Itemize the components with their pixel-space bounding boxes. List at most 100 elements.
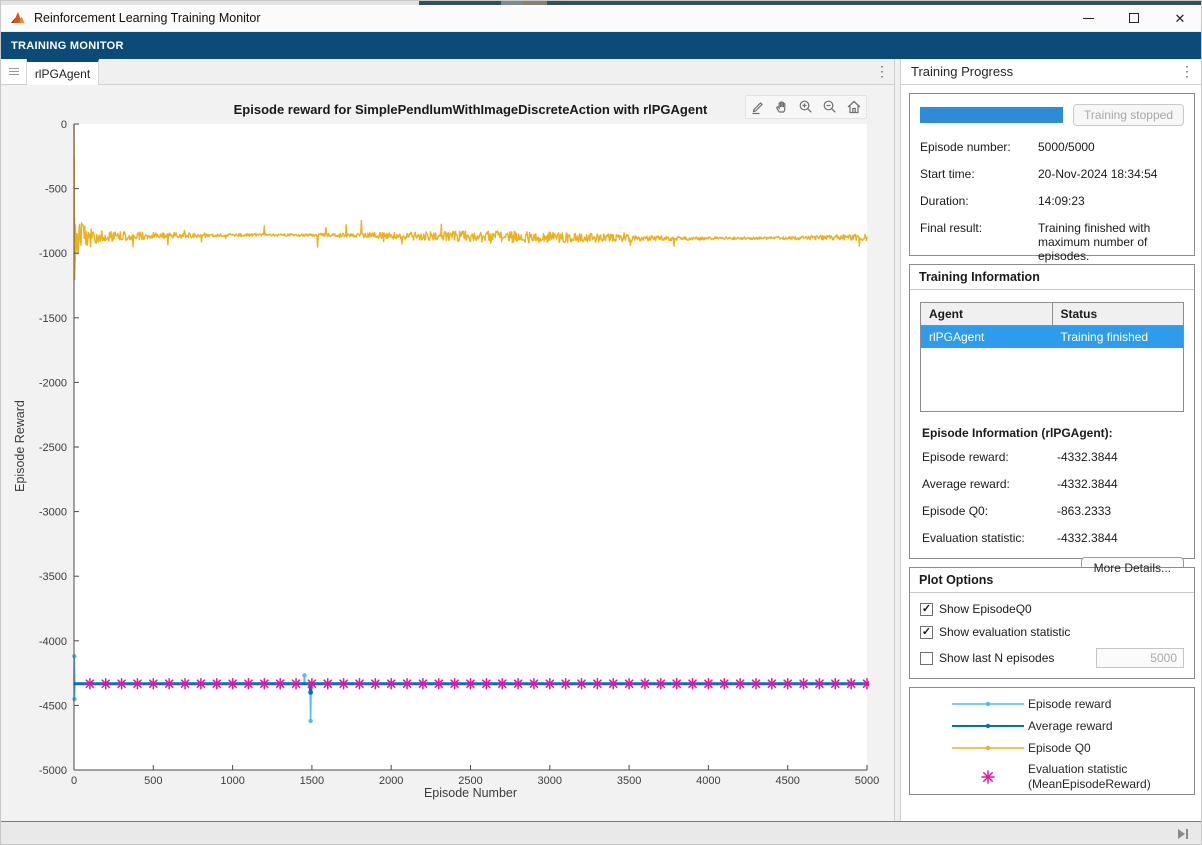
agent-cell: rlPGAgent (929, 330, 985, 344)
close-icon: ✕ (1174, 10, 1186, 26)
field-label: Final result: (920, 221, 983, 235)
n-episodes-input[interactable] (1096, 648, 1184, 668)
checkbox-label: Show evaluation statistic (939, 625, 1071, 639)
restore-view-icon[interactable] (844, 97, 864, 117)
chart-ylabel: Episode Reward (13, 400, 27, 492)
maximize-icon (1129, 13, 1139, 23)
maximize-button[interactable] (1111, 5, 1157, 31)
field-label: Start time: (920, 167, 975, 181)
evaluation-statistic-asterisk-icon (981, 770, 995, 784)
svg-text:-2000: -2000 (39, 377, 67, 389)
tab-overflow-menu-icon[interactable]: ⋮ (875, 63, 889, 79)
toolstrip: TRAINING MONITOR (1, 32, 1201, 59)
start-time-value: 20-Nov-2024 18:34:54 (1038, 167, 1158, 181)
episode-q0-value: -863.2333 (1057, 504, 1112, 518)
average-reward-line-icon (952, 723, 1024, 729)
chart-title: Episode reward for SimplePendlumWithImag… (233, 102, 708, 117)
progress-section: Training stopped Episode number: 5000/50… (909, 93, 1195, 263)
duration-value: 14:09:23 (1038, 194, 1085, 208)
checkbox-label: Show EpisodeQ0 (939, 602, 1032, 616)
plot-options-title: Plot Options (910, 568, 1194, 593)
chart-xlabel: Episode Number (423, 786, 518, 800)
field-label: Episode reward: (922, 450, 1009, 464)
more-details-button[interactable]: More Details... (1080, 557, 1184, 579)
svg-text:4500: 4500 (775, 775, 799, 787)
episode-q0-line-icon (952, 745, 1024, 751)
svg-text:0: 0 (61, 119, 67, 131)
svg-text:-2500: -2500 (39, 442, 67, 454)
training-stopped-button[interactable]: Training stopped (1073, 104, 1184, 126)
episode-number-value: 5000/5000 (1038, 140, 1095, 154)
chart-legend: Episode reward Average reward Episode Q0… (909, 687, 1195, 795)
agent-status-table: Agent Status rlPGAgent Training finished (920, 302, 1184, 412)
svg-text:-3500: -3500 (39, 571, 67, 583)
show-last-n-episodes-checkbox[interactable] (920, 651, 933, 665)
field-label: Average reward: (922, 477, 1010, 491)
axes-toolbar (745, 95, 867, 119)
tab-grip-handle[interactable] (1, 59, 27, 84)
field-label: Evaluation statistic: (922, 531, 1025, 545)
progress-fill (920, 107, 1064, 123)
close-button[interactable]: ✕ (1157, 5, 1201, 31)
toolstrip-tab-training-monitor[interactable]: TRAINING MONITOR (11, 39, 124, 52)
svg-text:1000: 1000 (220, 775, 244, 787)
svg-text:0: 0 (71, 775, 77, 787)
legend-item-average-reward: Average reward (948, 718, 1194, 734)
svg-text:1500: 1500 (300, 775, 324, 787)
expand-panel-icon[interactable] (1175, 827, 1191, 841)
tab-rlpgagent[interactable]: rlPGAgent (27, 59, 99, 85)
zoom-out-icon[interactable] (820, 97, 840, 117)
field-label: Episode number: (920, 140, 1011, 154)
status-cell: Training finished (1051, 326, 1184, 348)
svg-text:4000: 4000 (696, 775, 720, 787)
final-result-value: Training finished with maximum number of… (1038, 221, 1151, 263)
svg-text:-1500: -1500 (39, 313, 67, 325)
pan-icon[interactable] (772, 97, 792, 117)
status-bar (1, 821, 1201, 844)
legend-item-evaluation-statistic: Evaluation statistic (MeanEpisodeReward) (948, 762, 1194, 792)
average-reward-value: -4332.3844 (1057, 477, 1118, 491)
table-row[interactable]: rlPGAgent Training finished (921, 326, 1183, 348)
training-information-section: Training Information Agent Status rlPGAg… (909, 264, 1195, 579)
window-title: Reinforcement Learning Training Monitor (34, 11, 261, 25)
svg-text:500: 500 (144, 775, 162, 787)
panel-splitter[interactable] (894, 59, 901, 821)
minimize-icon (1082, 17, 1094, 19)
svg-text:5000: 5000 (855, 775, 879, 787)
plot-options-section: Plot Options ✓ Show EpisodeQ0 ✓ Show eva… (909, 567, 1195, 679)
show-evaluation-statistic-checkbox[interactable]: ✓ (920, 625, 933, 639)
episode-reward-value: -4332.3844 (1057, 450, 1118, 464)
svg-text:2500: 2500 (458, 775, 482, 787)
svg-text:2000: 2000 (379, 775, 403, 787)
svg-text:-500: -500 (45, 184, 67, 196)
svg-text:3500: 3500 (617, 775, 641, 787)
svg-text:-3000: -3000 (39, 507, 67, 519)
episode-reward-chart[interactable]: 0 500 1000 1500 2000 2500 3000 3500 4000 4500 5000… (1, 85, 894, 821)
svg-text:-5000: -5000 (39, 765, 67, 777)
column-header-agent: Agent (929, 307, 963, 321)
evaluation-statistic-value: -4332.3844 (1057, 531, 1118, 545)
background-window-edge (1, 1, 1201, 5)
column-header-status: Status (1051, 303, 1184, 325)
episode-information-title: Episode Information (rlPGAgent): (922, 426, 1113, 440)
training-progress-bar (920, 107, 1064, 123)
field-label: Episode Q0: (922, 504, 989, 518)
show-episodeq0-checkbox[interactable]: ✓ (920, 602, 933, 616)
checkbox-label: Show last N episodes (939, 651, 1055, 665)
legend-item-episode-q0: Episode Q0 (948, 740, 1194, 756)
training-progress-panel: Training Progress ⋮ Training stopped Epi… (901, 59, 1201, 821)
zoom-in-icon[interactable] (796, 97, 816, 117)
training-information-title: Training Information (910, 265, 1194, 290)
svg-text:-4500: -4500 (39, 700, 67, 712)
svg-text:3000: 3000 (538, 775, 562, 787)
svg-text:-4000: -4000 (39, 636, 67, 648)
svg-text:-1000: -1000 (39, 248, 67, 260)
legend-item-episode-reward: Episode reward (948, 696, 1194, 712)
panel-title: Training Progress (911, 64, 1014, 79)
minimize-button[interactable] (1065, 5, 1111, 31)
panel-menu-icon[interactable]: ⋮ (1180, 63, 1194, 79)
episode-reward-line-icon (952, 701, 1024, 707)
episode-reward-figure: 0 500 1000 1500 2000 2500 3000 3500 4000 4500 5000… (1, 85, 894, 821)
export-icon[interactable] (748, 97, 768, 117)
